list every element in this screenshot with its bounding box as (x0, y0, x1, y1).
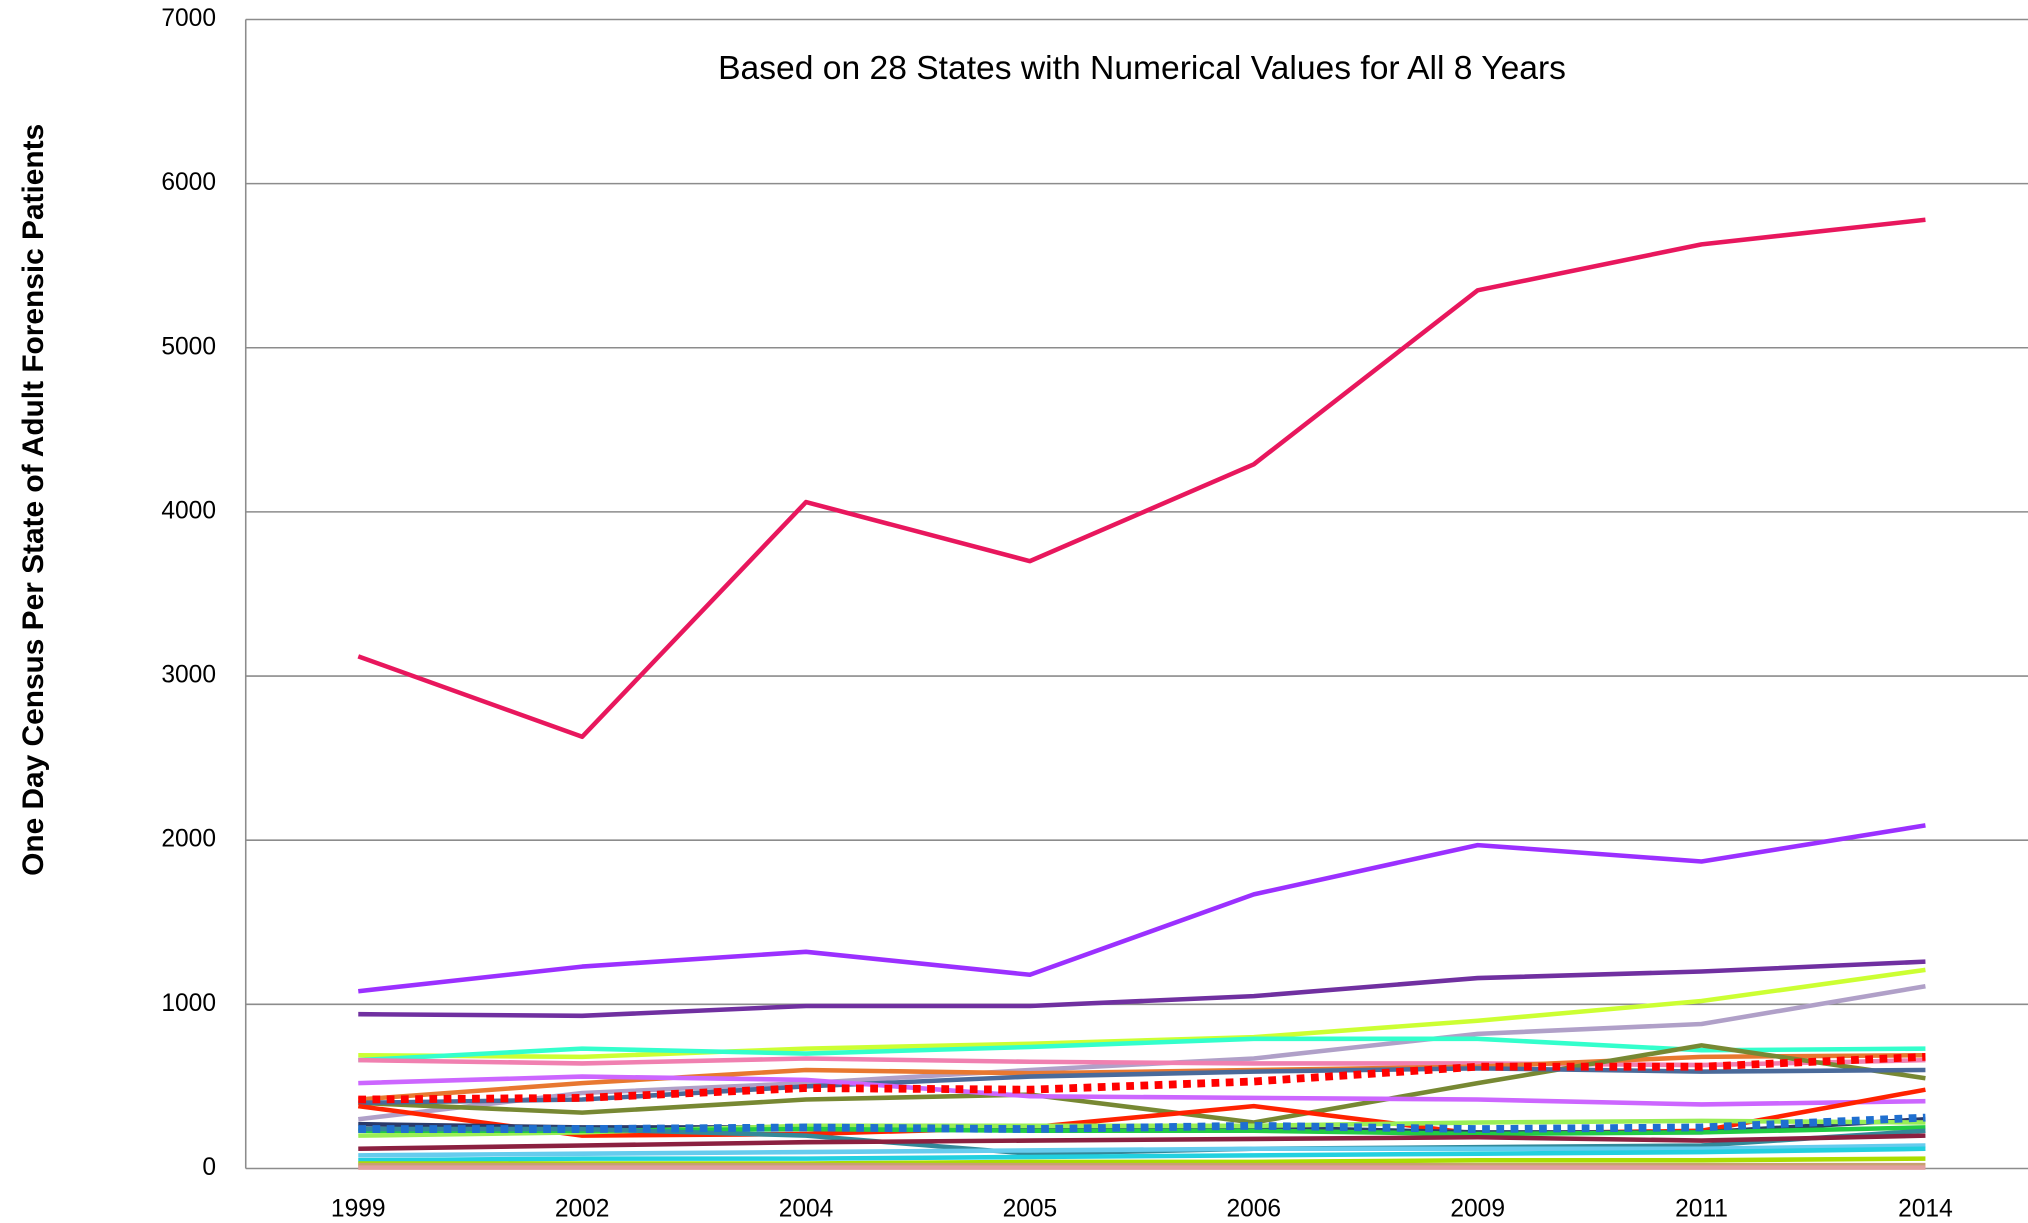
x-tick-label: 2005 (1003, 1195, 1058, 1222)
y-tick-label: 0 (202, 1154, 216, 1181)
series-line (358, 1143, 1926, 1158)
x-tick-label: 1999 (331, 1195, 386, 1222)
y-tick-label: 2000 (161, 826, 216, 853)
dotted-series-line (358, 1052, 1926, 1104)
y-tick-label: 1000 (161, 990, 216, 1017)
chart-subtitle: Based on 28 States with Numerical Values… (718, 50, 1566, 87)
x-tick-label: 2006 (1226, 1195, 1281, 1222)
y-tick-label: 6000 (161, 169, 216, 196)
series-line (358, 1052, 1926, 1102)
y-tick-label: 5000 (161, 333, 216, 360)
series-line (358, 1056, 1926, 1068)
series-line (358, 959, 1926, 1019)
series-line (358, 1146, 1926, 1163)
series-line (358, 1036, 1926, 1063)
series-line (358, 1133, 1926, 1152)
y-tick-label: 4000 (161, 497, 216, 524)
y-axis-label: One Day Census Per State of Adult Forens… (17, 124, 50, 876)
x-tick-label: 2009 (1450, 1195, 1505, 1222)
series-line (358, 967, 1926, 1060)
series-line (358, 823, 1926, 994)
dotted-series-line (358, 1113, 1926, 1133)
y-tick-label: 7000 (161, 5, 216, 32)
series-line (357, 217, 1926, 740)
series-line (358, 1074, 1926, 1107)
x-tick-label: 2011 (1675, 1195, 1728, 1222)
x-tick-label: 2014 (1898, 1195, 1953, 1222)
x-tick-label: 2002 (555, 1195, 610, 1222)
x-tick-label: 2004 (779, 1195, 834, 1222)
series-line (358, 1043, 1926, 1125)
y-tick-label: 3000 (161, 662, 216, 689)
